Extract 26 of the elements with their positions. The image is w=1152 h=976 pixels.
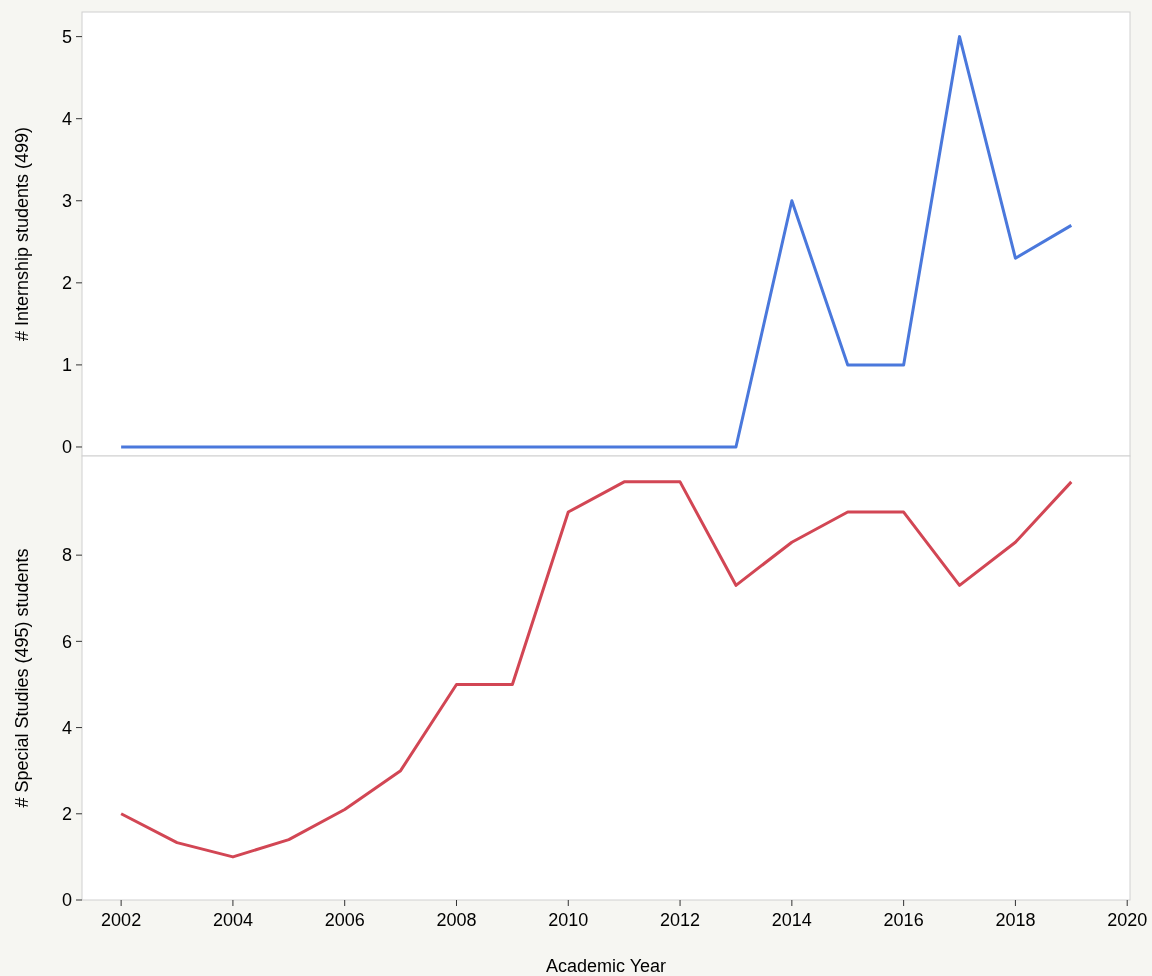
x-tick-label: 2018 [995,910,1036,930]
x-tick-label: 2010 [548,910,589,930]
x-axis-title: Academic Year [545,956,667,976]
y-tick-label: 5 [61,26,72,47]
y-tick-label: 1 [61,355,72,376]
y-axis-title: # Special Studies (495) students [12,548,32,808]
x-tick-label: 2002 [101,910,142,930]
y-tick-label: 2 [61,273,72,294]
y-tick-label: 6 [61,631,72,652]
x-tick-label: 2016 [883,910,924,930]
x-tick-label: 2012 [660,910,701,930]
y-tick-label: 4 [61,717,72,738]
y-tick-label: 2 [61,804,72,825]
x-tick-label: 2006 [324,910,365,930]
line-series [119,480,1073,859]
line-series [119,35,1073,449]
y-tick-label: 0 [61,437,72,458]
y-axis-title: # Internship students (499) [12,126,32,342]
y-tick-label: 4 [61,108,72,129]
x-tick-label: 2004 [212,910,253,930]
x-tick-label: 2008 [436,910,477,930]
y-tick-label: 8 [61,545,72,566]
x-tick-label: 2014 [771,910,812,930]
x-tick-label: 2020 [1107,910,1148,930]
y-tick-label: 3 [61,191,72,212]
y-tick-label: 0 [61,890,72,911]
